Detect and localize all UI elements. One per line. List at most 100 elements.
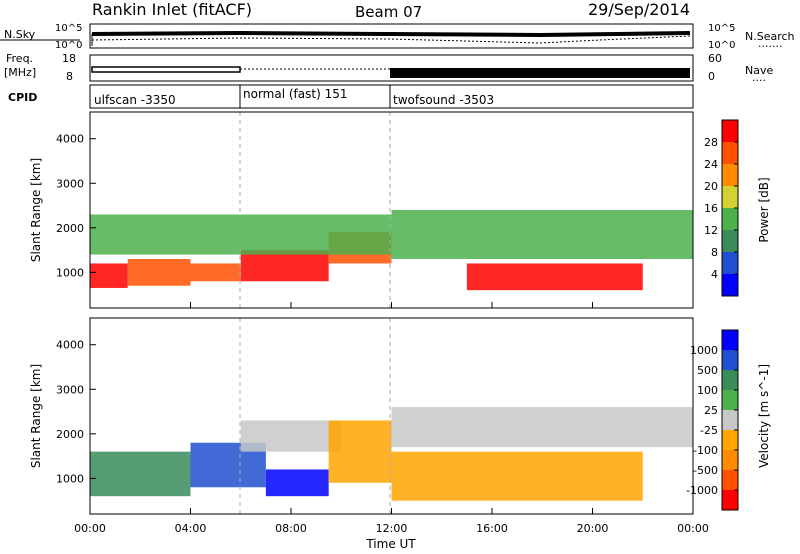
colorbar-tick-label: 100 [697, 384, 718, 397]
freq-label-line1: Freq. [6, 52, 33, 65]
colorbar-tick-label: 4 [711, 268, 718, 281]
nsearch-legend-dots: ······· [758, 40, 782, 53]
beam-title: Beam 07 [355, 3, 422, 21]
freq-tick-bottom: 8 [66, 70, 73, 83]
colorbar-tick-label: 500 [697, 364, 718, 377]
colorbar-segment [722, 410, 738, 430]
colorbar-segment [722, 450, 738, 470]
colorbar-segment [722, 370, 738, 390]
data-band [90, 451, 191, 497]
power-panel: 1000 2000 3000 4000 Slant Range [km] [29, 111, 694, 309]
x-tick-label: 08:00 [275, 522, 307, 535]
cpid-segment-2: normal (fast) 151 [243, 87, 347, 101]
colorbar-tick-label: 25 [704, 404, 718, 417]
y-tick-label: 2000 [56, 222, 84, 235]
y-tick-label: 4000 [56, 133, 84, 146]
velocity-data-bands [90, 407, 693, 501]
power-y-axis: 1000 2000 3000 4000 [56, 133, 96, 279]
data-band [466, 263, 643, 291]
nsky-label: N.Sky [4, 28, 36, 41]
velocity-panel: 1000 2000 3000 4000 00:00 04:00 08:00 12:00 16:… [29, 317, 709, 551]
colorbar-segment [722, 252, 738, 274]
x-tick-label: 12:00 [376, 522, 408, 535]
colorbar-segment [722, 120, 738, 142]
velocity-xlabel: Time UT [365, 537, 416, 551]
cpid-label: CPID [8, 91, 37, 104]
nave-label: Nave [745, 64, 773, 77]
cpid-segment-1: ulfscan -3350 [94, 93, 176, 107]
velocity-ylabel: Slant Range [km] [29, 364, 43, 468]
colorbar-tick-label: 1000 [690, 344, 718, 357]
y-tick-label: 3000 [56, 177, 84, 190]
data-band [265, 469, 329, 497]
y-tick-label: 4000 [56, 339, 84, 352]
power-colorbar: 4 8 12 16 20 24 28 [704, 119, 739, 297]
power-x-axis [89, 302, 694, 308]
colorbar-tick-label: 28 [704, 136, 718, 149]
velocity-colorbar: 1000 500 100 25 -25 -100 -500 -1000 [686, 329, 739, 511]
colorbar-tick-label: 24 [704, 158, 718, 171]
colorbar-tick-label: -500 [693, 464, 718, 477]
y-tick-label: 2000 [56, 428, 84, 441]
data-band [90, 263, 128, 288]
nave-tick-bottom: 0 [708, 70, 715, 83]
cpid-segment-3: twofsound -3503 [393, 93, 494, 107]
x-tick-label: 20:00 [577, 522, 609, 535]
colorbar-tick-label: -1000 [686, 484, 718, 497]
y-tick-label: 1000 [56, 472, 84, 485]
colorbar-segment [722, 186, 738, 208]
x-tick-label: 00:00 [677, 522, 709, 535]
freq-tick-top: 18 [62, 52, 76, 65]
power-ylabel: Slant Range [km] [29, 158, 43, 262]
colorbar-segment [722, 164, 738, 186]
colorbar-tick-label: 8 [711, 246, 718, 259]
colorbar-segment [722, 490, 738, 510]
data-band [240, 250, 329, 282]
freq-panel: Freq. [MHz] 18 8 60 0 Nave ···· [4, 52, 773, 87]
colorbar-segment [722, 430, 738, 450]
colorbar-segment [722, 230, 738, 252]
data-band [391, 210, 693, 259]
cpid-panel: CPID ulfscan -3350 normal (fast) 151 two… [8, 84, 694, 109]
power-data-bands [90, 210, 693, 291]
nave-tick-top: 60 [708, 52, 722, 65]
power-colorbar-label: Power [dB] [757, 177, 771, 242]
colorbar-segment [722, 390, 738, 410]
colorbar-segment [722, 142, 738, 164]
nsearch-label: N.Search [745, 30, 795, 43]
colorbar-segment [722, 274, 738, 296]
velocity-colorbar-label: Velocity [m s^-1] [757, 364, 771, 468]
colorbar-segment [722, 330, 738, 350]
colorbar-segment [722, 470, 738, 490]
nave-legend-dots: ···· [752, 74, 766, 87]
sky-ytick-top-left: 10^5 [55, 23, 82, 34]
y-tick-label: 3000 [56, 383, 84, 396]
data-band [90, 214, 392, 255]
colorbar-tick-label: 20 [704, 180, 718, 193]
data-band [391, 451, 643, 501]
sky-ytick-top-right: 10^5 [708, 23, 735, 34]
data-band [240, 420, 342, 452]
data-band [391, 407, 693, 448]
colorbar-tick-label: 12 [704, 224, 718, 237]
velocity-x-axis: 00:00 04:00 08:00 12:00 16:00 20:00 00:00 [74, 508, 709, 535]
colorbar-tick-label: 16 [704, 202, 718, 215]
velocity-y-axis: 1000 2000 3000 4000 [56, 339, 96, 485]
data-band [127, 259, 191, 286]
station-title: Rankin Inlet (fitACF) [92, 0, 252, 19]
data-band [328, 420, 392, 483]
data-band [190, 263, 241, 282]
x-tick-label: 04:00 [175, 522, 207, 535]
sky-ytick-bottom-left: 10^0 [55, 40, 82, 51]
y-tick-label: 1000 [56, 266, 84, 279]
freq-label-line2: [MHz] [4, 66, 36, 79]
x-tick-label: 00:00 [74, 522, 106, 535]
sky-ytick-bottom-right: 10^0 [708, 40, 735, 51]
sky-panel: N.Sky 10^5 10^0 10^5 10^0 N.Search ·····… [0, 23, 795, 53]
colorbar-segment [722, 350, 738, 370]
colorbar-segment [722, 208, 738, 230]
colorbar-tick-label: -25 [700, 424, 718, 437]
colorbar-tick-label: -100 [693, 444, 718, 457]
date-title: 29/Sep/2014 [588, 0, 690, 19]
